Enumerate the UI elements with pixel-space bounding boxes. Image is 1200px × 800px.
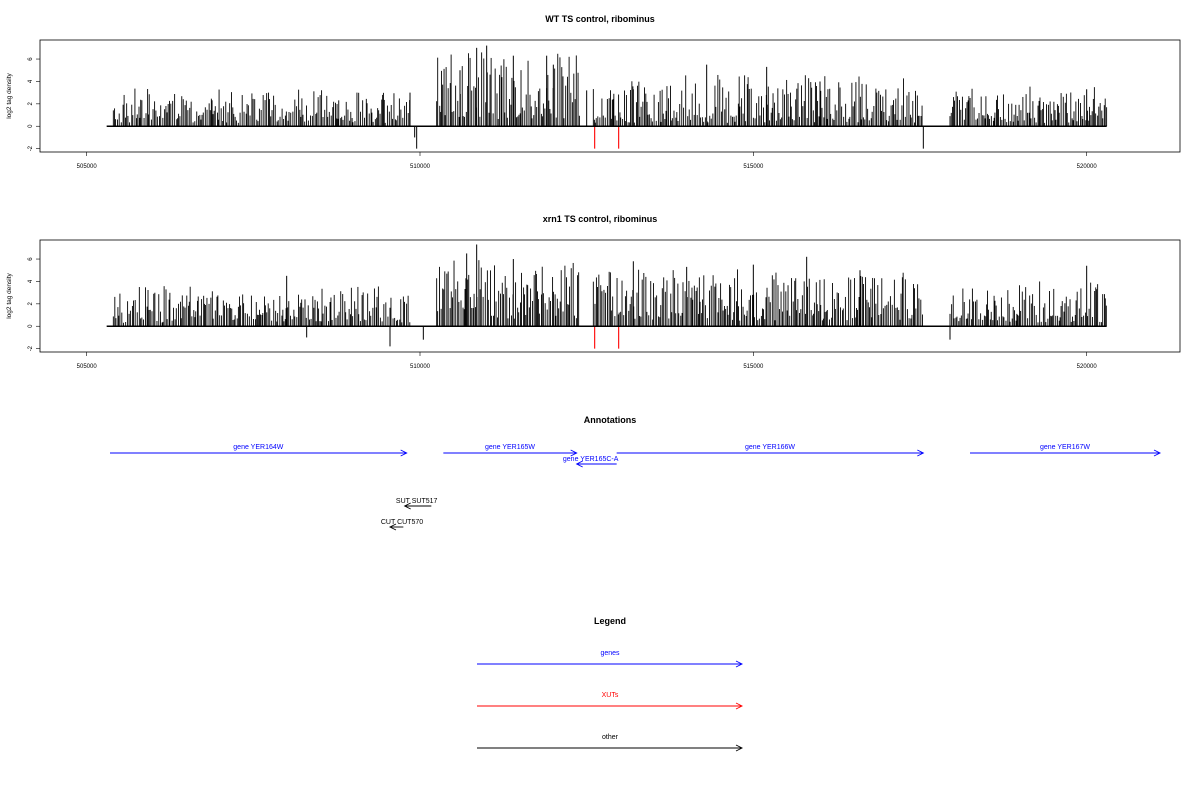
legend-label: other: [602, 734, 619, 741]
plot-frame: [39, 39, 1181, 153]
feature-label: SUT SUT517: [396, 498, 438, 505]
x-tick-label: 520000: [1077, 364, 1098, 370]
panel-title: WT TS control, ribominus: [545, 14, 655, 24]
series-1: [409, 45, 1088, 138]
x-tick-label: 520000: [1077, 164, 1098, 170]
annotations-track: Annotations gene YER164W gene YER165W gene …: [110, 415, 1162, 531]
feature-label: gene YER165W: [485, 444, 535, 451]
legend-arrowhead: [735, 744, 744, 752]
legend-arrowhead: [735, 702, 744, 710]
series-2: [594, 326, 620, 349]
annotations-title: Annotations: [584, 415, 637, 425]
y-tick-label: -2: [28, 145, 34, 151]
feature-arrowhead: [575, 460, 583, 468]
feature-arrowhead: [917, 449, 925, 457]
plot-frame: [39, 239, 1181, 353]
density-bars: [112, 260, 1107, 327]
x-tick-label: 510000: [410, 364, 431, 370]
legend-title: Legend: [594, 616, 626, 626]
x-tick-label: 505000: [77, 164, 98, 170]
track-panel-1: WT TS control, ribominus log2 tag density…: [6, 14, 1181, 170]
y-tick-label: 2: [28, 302, 34, 306]
x-tick-label: 510000: [410, 164, 431, 170]
feature-arrowhead: [570, 449, 578, 457]
feature-arrowhead: [1153, 449, 1162, 457]
y-tick-label: 4: [28, 79, 34, 83]
series-2: [594, 126, 620, 149]
legend-label: genes: [600, 650, 620, 657]
feature-arrowhead: [388, 523, 397, 531]
y-axis-label: log2 tag density: [6, 272, 13, 318]
feature-label: gene YER164W: [233, 444, 283, 451]
feature-label: gene YER167W: [1040, 444, 1090, 451]
density-bars: [112, 52, 1108, 127]
x-tick-label: 515000: [743, 164, 764, 170]
series-3: [416, 126, 924, 149]
feature-gene-yer164w: gene YER164W: [110, 444, 408, 457]
y-tick-label: 2: [28, 102, 34, 106]
legend-item-other: other: [477, 734, 744, 752]
y-tick-label: 6: [28, 57, 34, 61]
feature-gene-yer165c-a: gene YER165C-A: [563, 456, 619, 468]
feature-label: CUT CUT570: [381, 519, 423, 526]
series-3: [306, 326, 951, 347]
feature-arrowhead: [400, 449, 408, 457]
y-tick-label: 6: [28, 257, 34, 261]
feature-label: gene YER165C-A: [563, 456, 619, 463]
panel-title: xrn1 TS control, ribominus: [543, 214, 658, 224]
feature-label: gene YER166W: [745, 444, 795, 451]
feature-gene-yer167w: gene YER167W: [970, 444, 1162, 457]
y-tick-label: 0: [28, 324, 34, 328]
y-axis-label: log2 tag density: [6, 72, 13, 118]
feature-gene-yer165w: gene YER165W: [443, 444, 578, 457]
legend-item-xuts: XUTs: [477, 692, 744, 710]
legend-label: XUTs: [602, 692, 619, 699]
y-tick-label: 0: [28, 124, 34, 128]
x-tick-label: 515000: [743, 364, 764, 370]
y-tick-label: 4: [28, 279, 34, 283]
track-panel-2: xrn1 TS control, ribominus log2 tag densi…: [6, 214, 1181, 370]
feature-gene-yer166w: gene YER166W: [616, 444, 925, 457]
x-tick-label: 505000: [77, 364, 98, 370]
legend: Legend genes XUTs other: [477, 616, 744, 752]
legend-arrowhead: [735, 660, 744, 668]
series-1: [286, 244, 1088, 327]
feature-sut-sut517: SUT SUT517: [396, 498, 438, 510]
legend-item-genes: genes: [477, 650, 744, 668]
feature-cut-cut570: CUT CUT570: [381, 519, 423, 531]
feature-arrowhead: [403, 502, 411, 510]
y-tick-label: -2: [28, 345, 34, 351]
